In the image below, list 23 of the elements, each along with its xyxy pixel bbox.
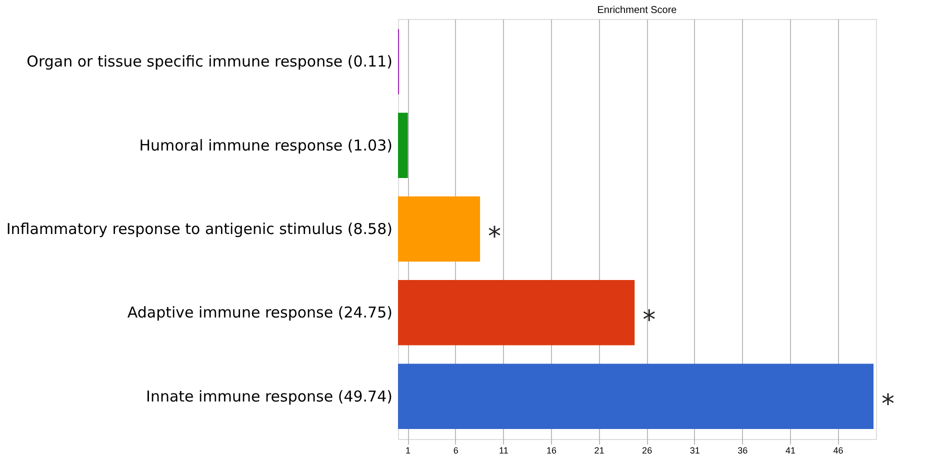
x-tick-label: 36 <box>738 446 748 456</box>
x-tick-label: 6 <box>453 446 458 456</box>
y-tick-label: Organ or tissue specific immune response (0.11) <box>26 52 392 71</box>
bar <box>398 280 635 346</box>
x-tick-label: 11 <box>498 446 508 456</box>
y-tick-label: Humoral immune response (1.03) <box>139 136 392 154</box>
x-tick-label: 26 <box>642 446 652 456</box>
bar <box>398 112 408 178</box>
x-tick-label: 1 <box>406 446 411 456</box>
annotation: * <box>642 306 656 336</box>
y-tick-label: Adaptive immune response (24.75) <box>127 304 392 322</box>
bar <box>398 364 874 429</box>
bar <box>398 196 480 262</box>
x-tick-label: 21 <box>594 446 604 456</box>
chart-title: Enrichment Score <box>597 5 678 16</box>
y-tick-label: Innate immune response (49.74) <box>146 387 392 406</box>
x-tick-label: 41 <box>785 446 796 456</box>
y-tick-label: Inflammatory response to antigenic stimulus (8.58) <box>6 220 392 238</box>
x-tick-label: 31 <box>690 446 700 456</box>
annotation: * <box>488 222 502 252</box>
x-tick-label: 46 <box>833 446 844 456</box>
x-tick-label: 16 <box>546 446 556 456</box>
annotation: * <box>882 389 895 420</box>
